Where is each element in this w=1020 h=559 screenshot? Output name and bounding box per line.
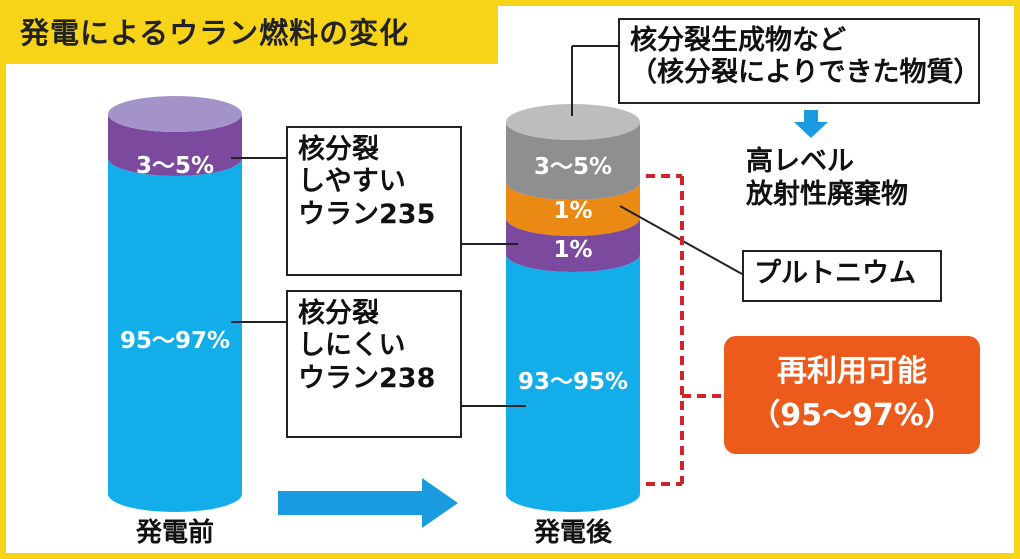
label-after-plutonium-pct: 1% [553, 198, 593, 224]
label-before-u235-pct: 3〜5% [135, 153, 215, 179]
label-box-fission-products: 核分裂生成物など （核分裂によりできた物質） [618, 18, 980, 104]
caption-before: 発電前 [135, 518, 215, 548]
segment-after-u235 [506, 218, 640, 272]
diagram-graphics [108, 45, 828, 528]
leader-lines [231, 45, 743, 407]
cylinder-before [108, 96, 242, 512]
arrow-down-icon [794, 110, 828, 138]
label-before-u238-pct: 95〜97% [119, 328, 231, 354]
callout-reusable: 再利用可能 （95〜97%） [724, 336, 980, 454]
segment-after-fission-products [506, 122, 640, 200]
label-after-u238-pct: 93〜95% [517, 369, 629, 395]
label-high-level-waste: 高レベル 放射性廃棄物 [746, 146, 908, 210]
segment-after-plutonium [506, 182, 640, 236]
segment-after-u238 [506, 254, 640, 512]
arrow-right-icon [278, 478, 458, 528]
cylinder-before-top [108, 96, 242, 132]
segment-before-u235 [108, 114, 242, 176]
label-after-fission-pct: 3〜5% [533, 154, 613, 180]
segment-before-u238 [108, 158, 242, 512]
label-box-plutonium: プルトニウム [742, 250, 942, 302]
reusable-bracket [646, 174, 724, 486]
caption-after: 発電後 [533, 518, 613, 548]
label-box-u238: 核分裂 しにくい ウラン238 [286, 290, 462, 438]
cylinder-after [506, 104, 640, 512]
label-after-u235-pct: 1% [553, 237, 593, 263]
cylinder-after-top [506, 104, 640, 140]
diagram-title: 発電によるウラン燃料の変化 [6, 6, 498, 64]
label-box-u235: 核分裂 しやすい ウラン235 [286, 126, 462, 276]
